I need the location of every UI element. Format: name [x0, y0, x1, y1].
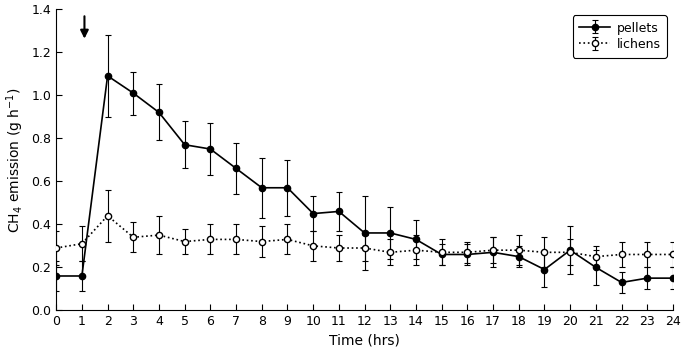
Y-axis label: CH$_4$ emission (g h$^{-1}$): CH$_4$ emission (g h$^{-1}$)	[4, 87, 26, 233]
X-axis label: Time (hrs): Time (hrs)	[329, 334, 400, 348]
Legend: pellets, lichens: pellets, lichens	[573, 15, 667, 58]
